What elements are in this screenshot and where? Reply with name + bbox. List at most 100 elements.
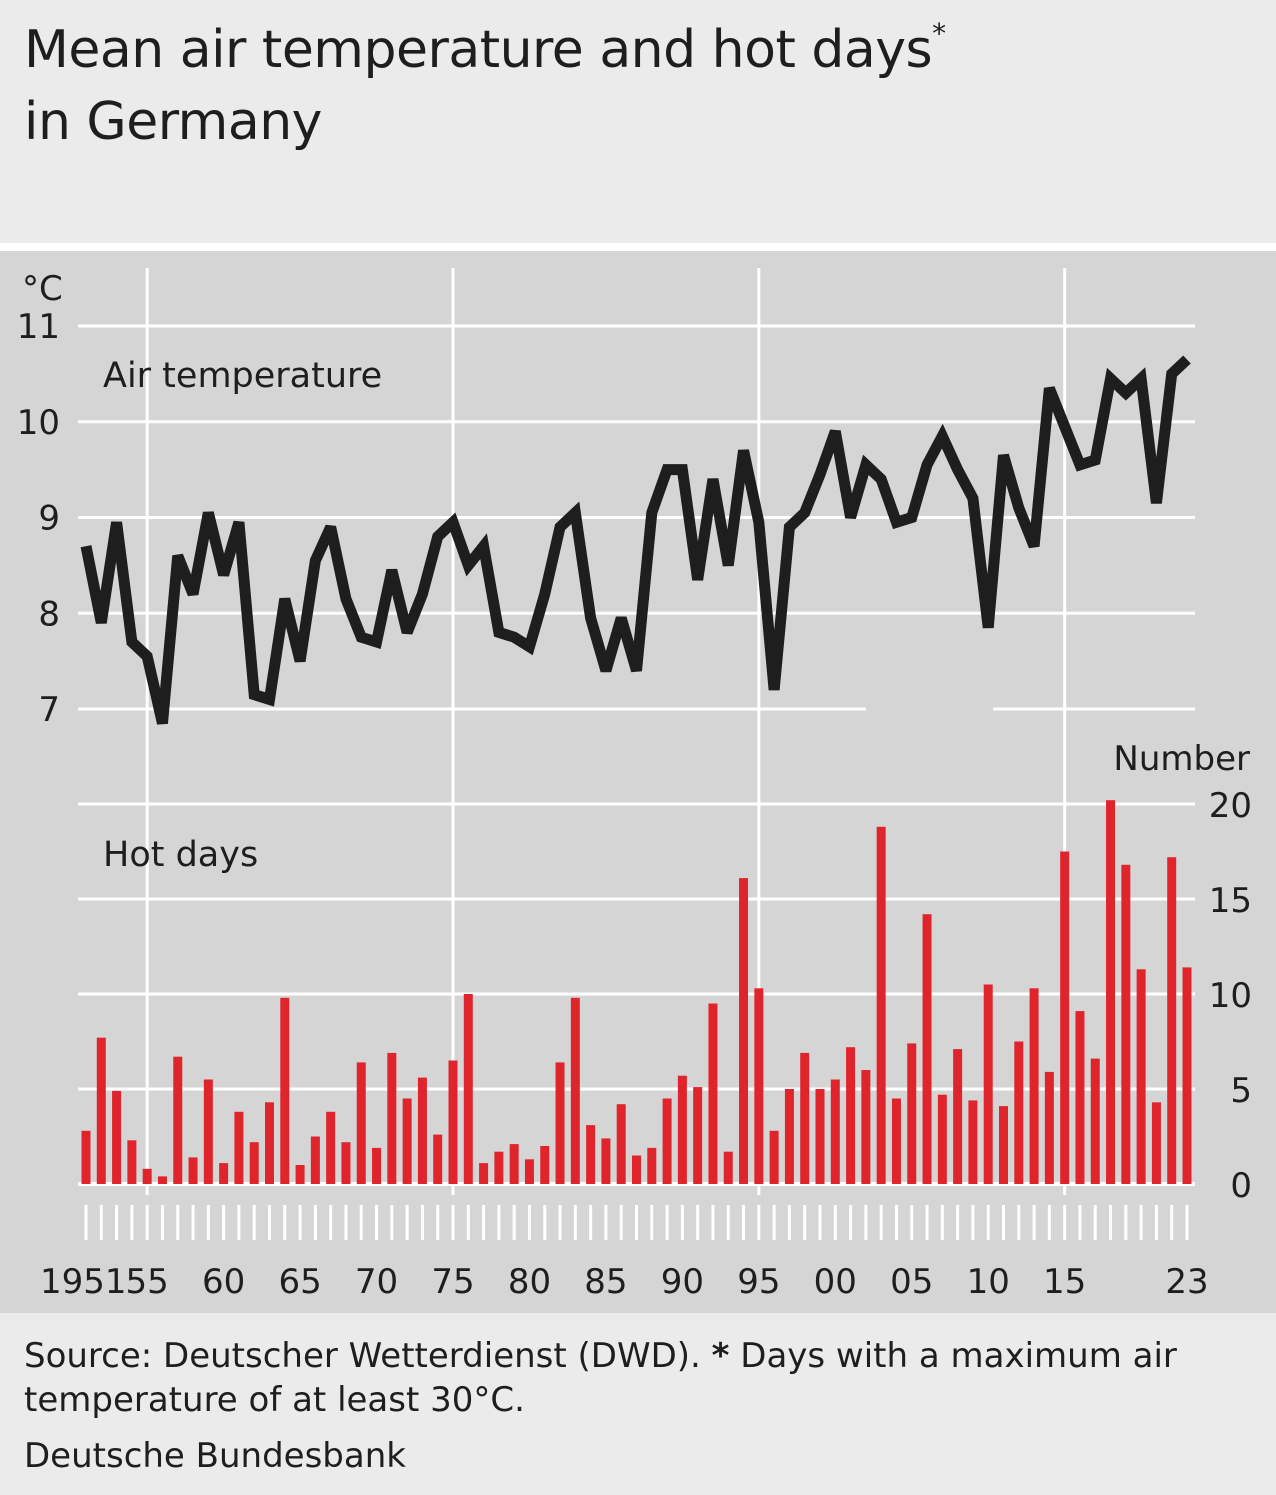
title-line-2: in Germany [24,92,322,152]
x-tick-label: 00 [814,1262,857,1302]
hot-days-bar [647,1147,657,1184]
hot-days-bar [280,997,290,1184]
hot-days-bar [387,1052,397,1184]
hot-days-bar [922,914,932,1184]
hot-days-bar [1060,851,1070,1184]
hot-days-bar [402,1098,412,1184]
temperature-tick-label: 10 [17,403,60,443]
hot-days-bar [188,1157,198,1184]
x-tick-label: 15 [1043,1262,1086,1302]
hot-days-bar [463,994,473,1184]
temperature-series-title: Air temperature [103,356,382,396]
x-tick-label: 80 [508,1262,551,1302]
title-line-1: Mean air temperature and hot days [24,20,933,80]
x-tick-label: 95 [737,1262,780,1302]
hot-days-tick-label: 15 [1209,881,1252,921]
footnote-text: Days with a maximum air temperature of a… [24,1336,1177,1420]
hot-days-tick-label: 10 [1209,976,1252,1016]
hot-days-bar [127,1140,137,1184]
hot-days-bar [632,1155,641,1184]
hot-days-tick-label: 20 [1209,786,1252,826]
header: Mean air temperature and hot days* in Ge… [0,0,1276,243]
hot-days-bar [524,1159,534,1184]
chart-title: Mean air temperature and hot days* in Ge… [24,14,946,158]
temperature-unit-label: °C [22,269,63,309]
x-tick-label: 23 [1165,1262,1208,1302]
hot-days-unit-label: Number [1113,739,1250,779]
title-footnote-marker: * [932,16,946,50]
hot-days-bar [1151,1102,1161,1184]
temperature-tick-label: 9 [38,499,60,539]
hot-days-bar [326,1111,336,1184]
hot-days-bar [1121,864,1131,1184]
hot-days-bar [570,997,580,1184]
hot-days-bar [1136,969,1146,1184]
hot-days-bar [234,1111,244,1184]
hot-days-bar [1106,800,1116,1184]
hot-days-bar [1090,1058,1100,1184]
hot-days-bar [784,1089,794,1184]
x-tick-label: 90 [661,1262,704,1302]
hot-days-bar [417,1077,427,1184]
hot-days-bar [876,826,886,1184]
footnote-marker: * [711,1336,730,1376]
hot-days-bar [769,1130,779,1184]
hot-days-bar [509,1144,519,1184]
hot-days-bars [81,800,1192,1184]
hot-days-bar [372,1147,382,1184]
hot-days-bar [968,1100,978,1184]
hot-days-bar [219,1163,229,1184]
hot-days-bar [677,1075,687,1184]
hot-days-bar [203,1079,213,1184]
hot-days-bar [953,1049,963,1184]
hot-days-bar [815,1089,825,1184]
hot-days-bar [157,1176,167,1184]
x-tick-label: 10 [967,1262,1010,1302]
hot-days-bar [341,1142,351,1184]
hot-days-bar [81,1130,91,1184]
hot-days-bar [142,1168,152,1184]
header-separator [0,243,1276,251]
hot-days-bar [1014,1041,1024,1184]
hot-days-bar [540,1146,550,1184]
hot-days-bar [662,1098,672,1184]
hot-days-bar [1029,988,1039,1184]
footer [0,1313,1276,1495]
hot-days-bar [448,1060,458,1184]
hot-days-bar [1044,1071,1054,1184]
hot-days-bar [1182,967,1192,1184]
source-text: Source: Deutscher Wetterdienst (DWD). [24,1336,701,1376]
temperature-line [80,355,1191,725]
hot-days-bar [112,1090,122,1184]
hot-days-bar [891,1098,901,1184]
hot-days-bar [310,1136,320,1184]
hot-days-bar [433,1134,443,1184]
hot-days-bar [830,1079,840,1184]
hot-days-bar [249,1142,259,1184]
source-note: Source: Deutscher Wetterdienst (DWD). * … [24,1334,1254,1422]
hot-days-bar [96,1037,106,1184]
x-tick-label: 75 [431,1262,474,1302]
hot-days-bar [494,1151,504,1184]
x-tick-label: 55 [126,1262,169,1302]
hot-days-bar [846,1047,856,1184]
hot-days-bar [739,878,749,1184]
hot-days-bar [295,1165,305,1184]
x-tick-label: 1951 [40,1262,127,1302]
temperature-tick-label: 7 [38,690,60,730]
hot-days-bar [983,984,993,1184]
hot-days-bar [800,1052,810,1184]
hot-days-bar [356,1062,366,1184]
x-tick-label: 70 [355,1262,398,1302]
temperature-tick-label: 11 [17,307,60,347]
x-tick-label: 05 [890,1262,933,1302]
hot-days-bar [265,1102,274,1184]
hot-days-bar [555,1062,565,1184]
hot-days-bar [601,1138,611,1184]
x-tick-label: 60 [202,1262,245,1302]
x-tick-label: 65 [278,1262,321,1302]
hot-days-bar [723,1151,733,1184]
x-tick-label: 85 [584,1262,627,1302]
hot-days-bar [616,1104,626,1184]
hot-days-tick-label: 5 [1230,1071,1252,1111]
